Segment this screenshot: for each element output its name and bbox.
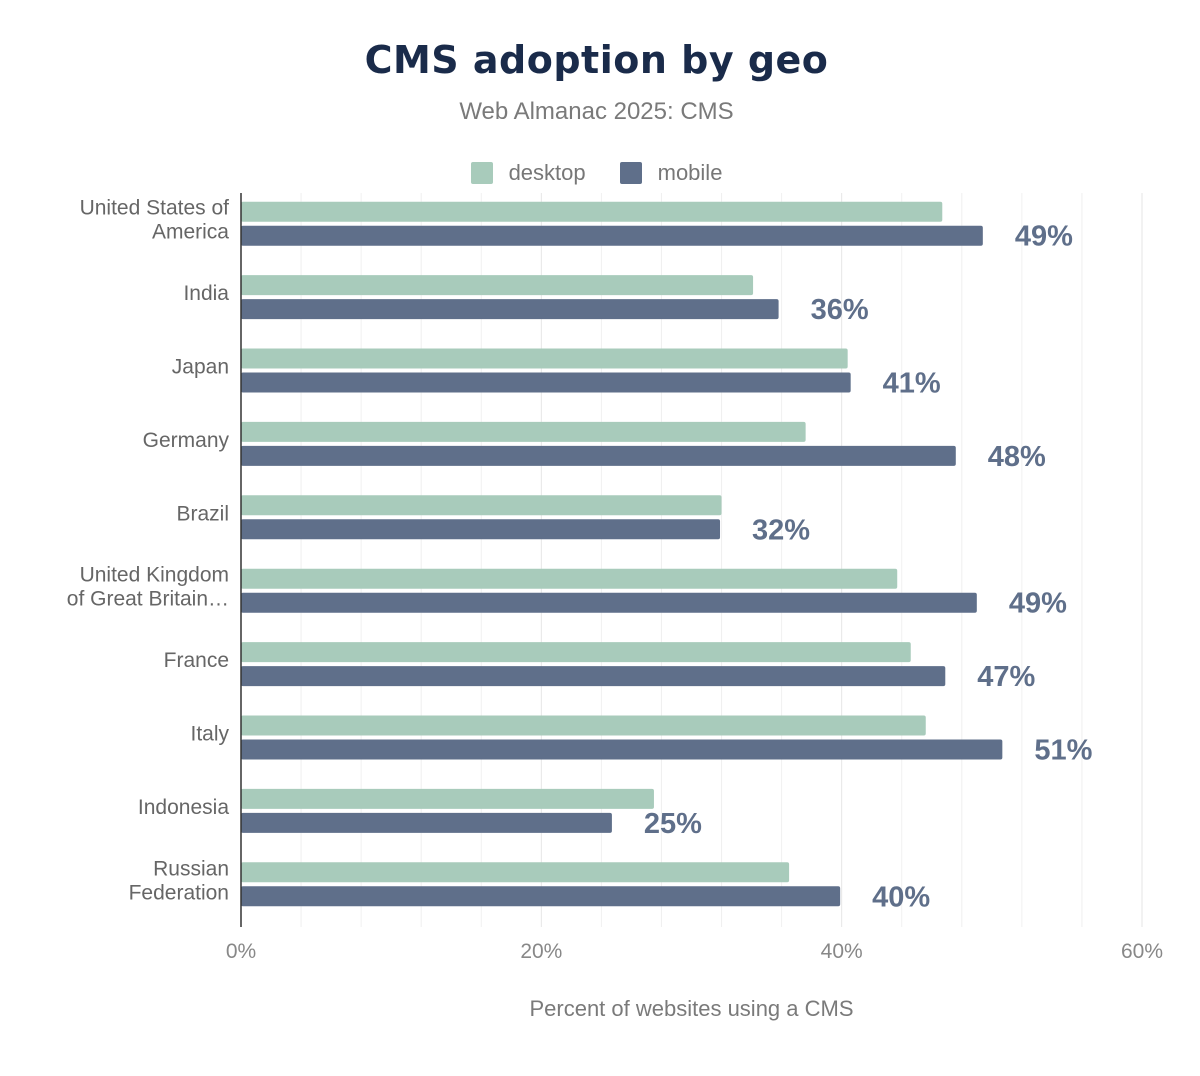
bar-mobile: [241, 886, 841, 907]
x-tick-label: 60%: [1121, 940, 1163, 963]
category-label: Italy: [190, 723, 229, 746]
category-label: France: [164, 649, 229, 672]
legend: desktop mobile: [0, 160, 1193, 186]
category-label: Japan: [172, 356, 229, 379]
legend-swatch-mobile: [619, 162, 642, 184]
x-axis-label: Percent of websites using a CMS: [529, 996, 854, 1021]
bar-mobile: [241, 299, 779, 320]
data-label: 51%: [1034, 735, 1092, 767]
bar-desktop: [241, 862, 790, 883]
category-label: United Kingdom: [80, 564, 229, 587]
bar-desktop: [241, 495, 722, 516]
data-label: 49%: [1009, 588, 1067, 620]
bar-desktop: [241, 275, 754, 296]
bar-mobile: [241, 812, 612, 833]
category-label: of Great Britain…: [67, 588, 229, 611]
legend-item-desktop[interactable]: desktop: [470, 160, 586, 186]
bar-desktop: [241, 788, 654, 809]
legend-swatch-desktop: [470, 162, 493, 184]
bar-mobile: [241, 225, 983, 246]
bar-desktop: [241, 348, 848, 369]
bar-desktop: [241, 201, 943, 222]
category-label: Brazil: [176, 502, 229, 525]
bar-mobile: [241, 372, 851, 393]
category-label: Indonesia: [138, 796, 229, 819]
category-label: Federation: [129, 881, 229, 904]
bar-mobile: [241, 666, 946, 687]
bar-desktop: [241, 715, 926, 736]
bar-mobile: [241, 519, 721, 540]
chart-title: CMS adoption by geo: [364, 38, 829, 82]
bar-desktop: [241, 642, 911, 663]
data-label: 48%: [988, 441, 1046, 473]
category-label: Russian: [153, 857, 229, 880]
category-label: India: [183, 282, 229, 305]
legend-label-desktop: desktop: [508, 160, 586, 185]
bar-desktop: [241, 568, 898, 589]
legend-label-mobile: mobile: [657, 160, 723, 185]
data-label: 47%: [977, 661, 1035, 693]
legend-item-mobile[interactable]: mobile: [619, 160, 723, 186]
data-label: 40%: [872, 881, 930, 913]
data-label: 32%: [752, 514, 810, 546]
category-label: America: [152, 221, 229, 244]
data-label: 49%: [1015, 221, 1073, 253]
x-tick-label: 20%: [520, 940, 562, 963]
bar-mobile: [241, 739, 1003, 760]
category-label: United States of: [80, 197, 230, 220]
chart-subtitle: Web Almanac 2025: CMS: [459, 98, 734, 125]
bar-desktop: [241, 421, 806, 442]
data-label: 36%: [811, 294, 869, 326]
bar-mobile: [241, 445, 956, 466]
x-tick-label: 40%: [821, 940, 863, 963]
category-label: Germany: [143, 429, 230, 452]
data-label: 41%: [883, 368, 941, 400]
bar-mobile: [241, 592, 977, 613]
x-tick-label: 0%: [226, 940, 256, 963]
data-label: 25%: [644, 808, 702, 840]
